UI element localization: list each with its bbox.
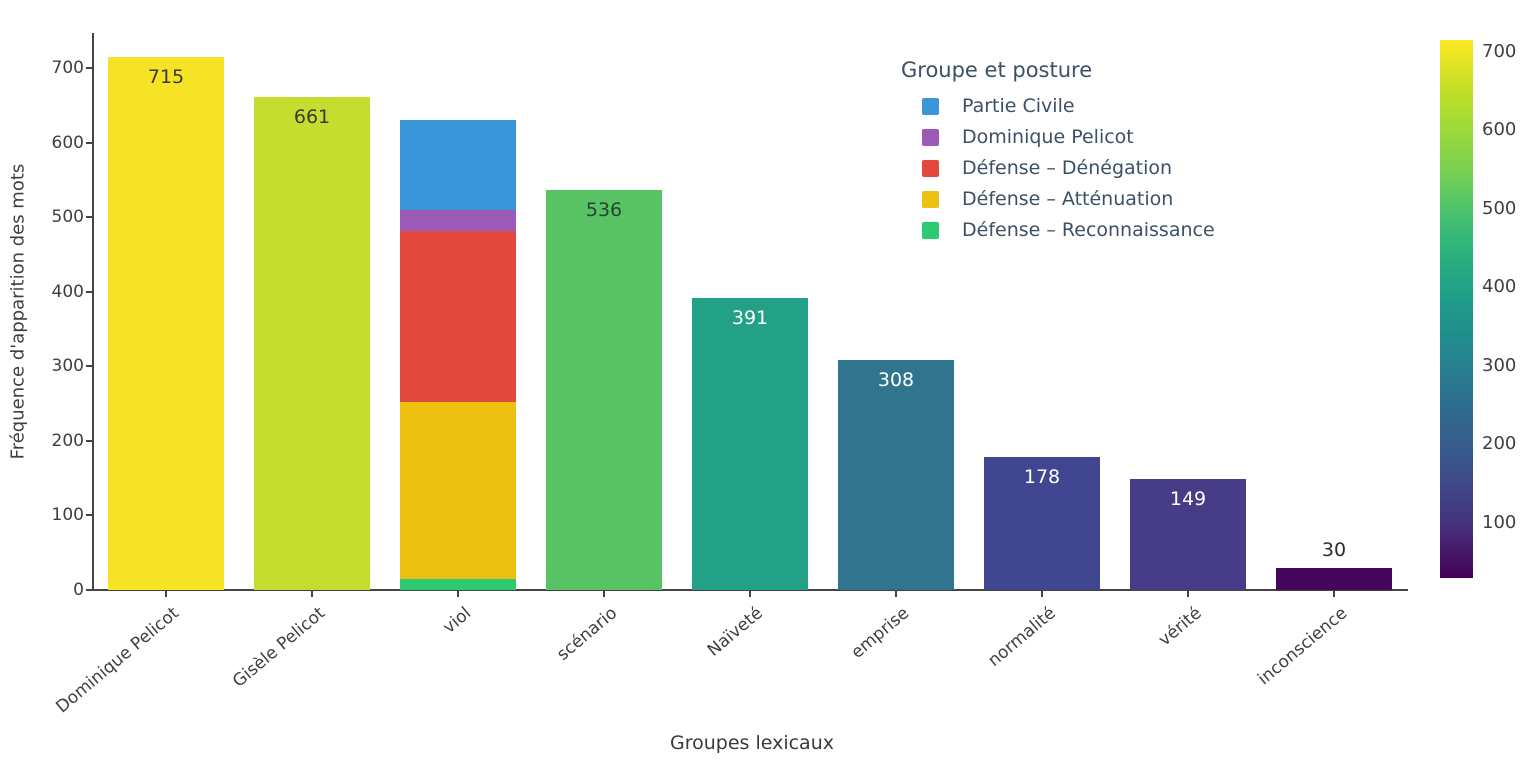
legend-item-3[interactable]: Défense – Dénégation	[901, 153, 1215, 184]
x-tick-mark	[1187, 591, 1189, 597]
y-tick-label-700: 700	[51, 58, 84, 78]
legend-swatch-icon	[922, 191, 939, 208]
y-tick-label-400: 400	[51, 281, 84, 302]
x-tick-label-7: normalité	[983, 603, 1060, 671]
x-tick-label-2: Gisèle Pelicot	[229, 603, 330, 692]
legend-swatch-icon	[922, 160, 939, 177]
legend-items: Partie Civile Dominique Pelicot Défense – …	[901, 91, 1215, 246]
legend-item-2[interactable]: Dominique Pelicot	[901, 122, 1215, 153]
bar-dominique-pelicot[interactable]	[108, 56, 224, 590]
bar-vérité[interactable]	[1130, 478, 1246, 590]
x-tick-label-5: Naïveté	[704, 603, 768, 661]
y-tick-label-300: 300	[51, 356, 84, 377]
y-tick-label-100: 100	[51, 505, 84, 526]
legend-title: Groupe et posture	[901, 58, 1093, 82]
colorbar-tick-label-500: 500	[1482, 197, 1517, 219]
colorbar-tick-label-600: 600	[1482, 119, 1517, 141]
x-tick-mark	[1333, 591, 1335, 597]
x-tick-mark	[311, 591, 313, 597]
colorbar-tick-label-100: 100	[1482, 512, 1517, 534]
legend-item-4[interactable]: Défense – Atténuation	[901, 184, 1215, 215]
x-axis-title: Groupes lexicaux	[669, 732, 834, 754]
x-tick-mark	[457, 591, 459, 597]
legend: Groupe et posture Partie Civile Dominique…	[901, 58, 1215, 246]
colorbar-tick-label-300: 300	[1482, 354, 1517, 376]
bar-viol-segment-1[interactable]	[400, 578, 516, 590]
bar-value-label: 308	[877, 369, 915, 392]
bar-value-label: 178	[1023, 466, 1061, 489]
y-tick-mark-700	[86, 67, 93, 69]
x-tick-mark	[749, 591, 751, 597]
y-tick-label-0: 0	[73, 580, 84, 600]
bar-value-label: 715	[147, 65, 185, 88]
legend-item-1[interactable]: Partie Civile	[901, 91, 1215, 122]
legend-item-label: Défense – Atténuation	[962, 188, 1174, 210]
colorbar-tick-label-700: 700	[1482, 40, 1517, 62]
legend-swatch-icon	[922, 222, 939, 239]
bar-emprise[interactable]	[838, 360, 954, 590]
legend-item-label: Partie Civile	[962, 95, 1075, 117]
bar-value-label: 30	[1321, 538, 1347, 561]
x-tick-label-9: inconscience	[1254, 603, 1352, 690]
bar-scénario[interactable]	[546, 190, 662, 590]
x-axis-line	[93, 589, 1408, 591]
legend-item-label: Défense – Dénégation	[962, 157, 1173, 179]
colorbar-tick-label-200: 200	[1482, 433, 1517, 455]
bar-gisèle-pelicot[interactable]	[254, 97, 370, 590]
bar-naïveté[interactable]	[692, 298, 808, 590]
bar-viol-segment-4[interactable]	[400, 209, 516, 231]
x-tick-mark	[1041, 591, 1043, 597]
bar-viol-segment-2[interactable]	[400, 402, 516, 579]
legend-swatch-icon	[922, 98, 939, 115]
x-tick-label-8: vérité	[1154, 603, 1206, 651]
bar-value-label: 661	[293, 106, 331, 129]
y-tick-label-200: 200	[51, 430, 84, 451]
y-tick-mark-500	[86, 216, 93, 219]
y-tick-mark-0	[86, 589, 93, 591]
bar-viol-segment-3[interactable]	[400, 230, 516, 403]
bar-value-label: 149	[1169, 487, 1207, 510]
bar-inconscience[interactable]	[1276, 567, 1392, 590]
y-axis-line	[92, 33, 94, 591]
y-tick-mark-400	[86, 290, 93, 293]
x-tick-label-3: viol	[439, 603, 476, 638]
bar-normalité[interactable]	[984, 457, 1100, 590]
x-tick-label-6: emprise	[847, 603, 914, 663]
x-tick-mark	[895, 591, 897, 597]
x-tick-label-1: Dominique Pelicot	[52, 603, 184, 718]
legend-swatch-icon	[922, 129, 939, 146]
y-tick-label-600: 600	[51, 132, 84, 153]
legend-item-label: Défense – Reconnaissance	[962, 219, 1215, 241]
bar-value-label: 391	[731, 307, 769, 330]
x-tick-mark	[603, 591, 605, 597]
bar-viol-segment-5[interactable]	[400, 120, 516, 210]
y-tick-mark-200	[86, 439, 93, 442]
y-tick-mark-600	[86, 141, 93, 144]
y-tick-mark-300	[86, 365, 93, 368]
y-tick-label-500: 500	[51, 207, 84, 228]
legend-item-5[interactable]: Défense – Reconnaissance	[901, 215, 1215, 246]
x-tick-label-4: scénario	[553, 603, 622, 665]
x-tick-mark	[165, 591, 167, 597]
legend-item-label: Dominique Pelicot	[962, 126, 1134, 148]
y-tick-mark-100	[86, 514, 93, 517]
colorbar-tick-label-400: 400	[1482, 276, 1517, 298]
colorbar	[1440, 40, 1473, 578]
bar-value-label: 536	[585, 199, 623, 222]
